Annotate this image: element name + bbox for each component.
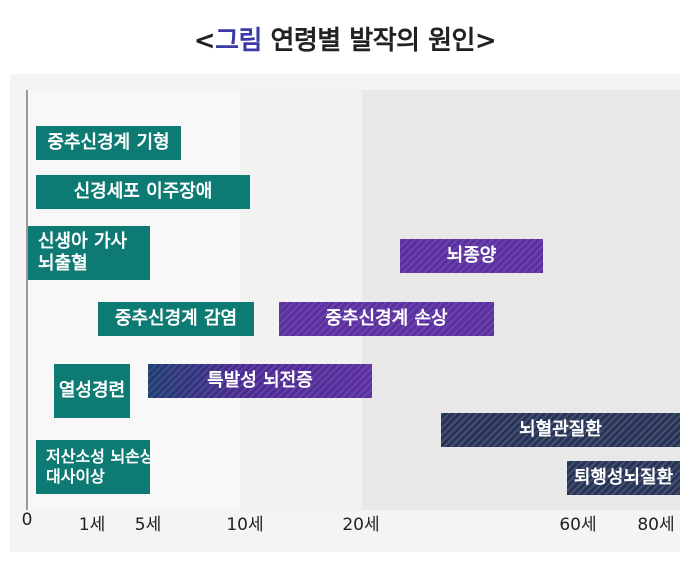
bar-febrile-seizure: 열성경련 xyxy=(54,364,130,418)
tick-80: 80세 xyxy=(637,515,675,535)
bar-cns-malformation: 중추신경계 기형 xyxy=(36,126,181,160)
bar-label: 뇌종양 xyxy=(446,244,497,266)
bar-label: 신경세포 이주장애 xyxy=(73,180,213,202)
title-open: < xyxy=(193,26,216,56)
tick-60: 60세 xyxy=(559,515,597,535)
bar-label: 뇌혈관질환 xyxy=(519,418,602,440)
bar-cns-injury: 중추신경계 손상 xyxy=(279,302,494,336)
bar-label-line1: 저산소성 뇌손상 xyxy=(46,447,155,466)
bar-label: 중추신경계 기형 xyxy=(47,131,170,153)
bar-brain-tumor: 뇌종양 xyxy=(400,239,543,273)
bar-label-line2: 대사이상 xyxy=(46,467,105,486)
y-axis-line xyxy=(26,90,28,510)
bar-label-group: 신생아 가사 뇌출혈 xyxy=(38,231,127,276)
tick-1: 1세 xyxy=(78,515,106,535)
bar-metabolic: 저산소성 뇌손상 대사이상 xyxy=(36,440,155,494)
age-band-20-80 xyxy=(362,90,680,510)
tick-10: 10세 xyxy=(226,515,264,535)
bar-neuronal-migration: 신경세포 이주장애 xyxy=(36,175,250,209)
bar-label: 중추신경계 감염 xyxy=(114,307,238,329)
bar-label-line2: 뇌출혈 xyxy=(38,253,88,274)
bar-neonatal-asphyxia: 신생아 가사 뇌출혈 xyxy=(28,226,150,280)
bar-label-group: 저산소성 뇌손상 대사이상 xyxy=(46,447,155,487)
bar-label: 중추신경계 손상 xyxy=(325,307,448,329)
bar-label: 퇴행성뇌질환 xyxy=(573,466,674,488)
tick-5: 5세 xyxy=(134,515,162,535)
figure-title: <그림 연령별 발작의 원인> xyxy=(0,20,690,57)
title-rest: 연령별 발작의 원인> xyxy=(261,26,497,56)
tick-20: 20세 xyxy=(342,515,380,535)
tick-0: 0 xyxy=(21,510,33,530)
bar-cns-infection: 중추신경계 감염 xyxy=(98,302,254,336)
age-band-10-20 xyxy=(240,90,362,510)
bar-label-line1: 신생아 가사 xyxy=(38,230,128,252)
bar-label: 특발성 뇌전증 xyxy=(207,369,313,391)
bar-cerebrovascular: 뇌혈관질환 xyxy=(441,413,680,447)
title-accent: 그림 xyxy=(215,26,262,56)
bar-label: 열성경련 xyxy=(58,379,126,401)
bar-idiopathic-epilepsy: 특발성 뇌전증 xyxy=(148,364,372,398)
bar-degenerative: 퇴행성뇌질환 xyxy=(567,461,680,495)
